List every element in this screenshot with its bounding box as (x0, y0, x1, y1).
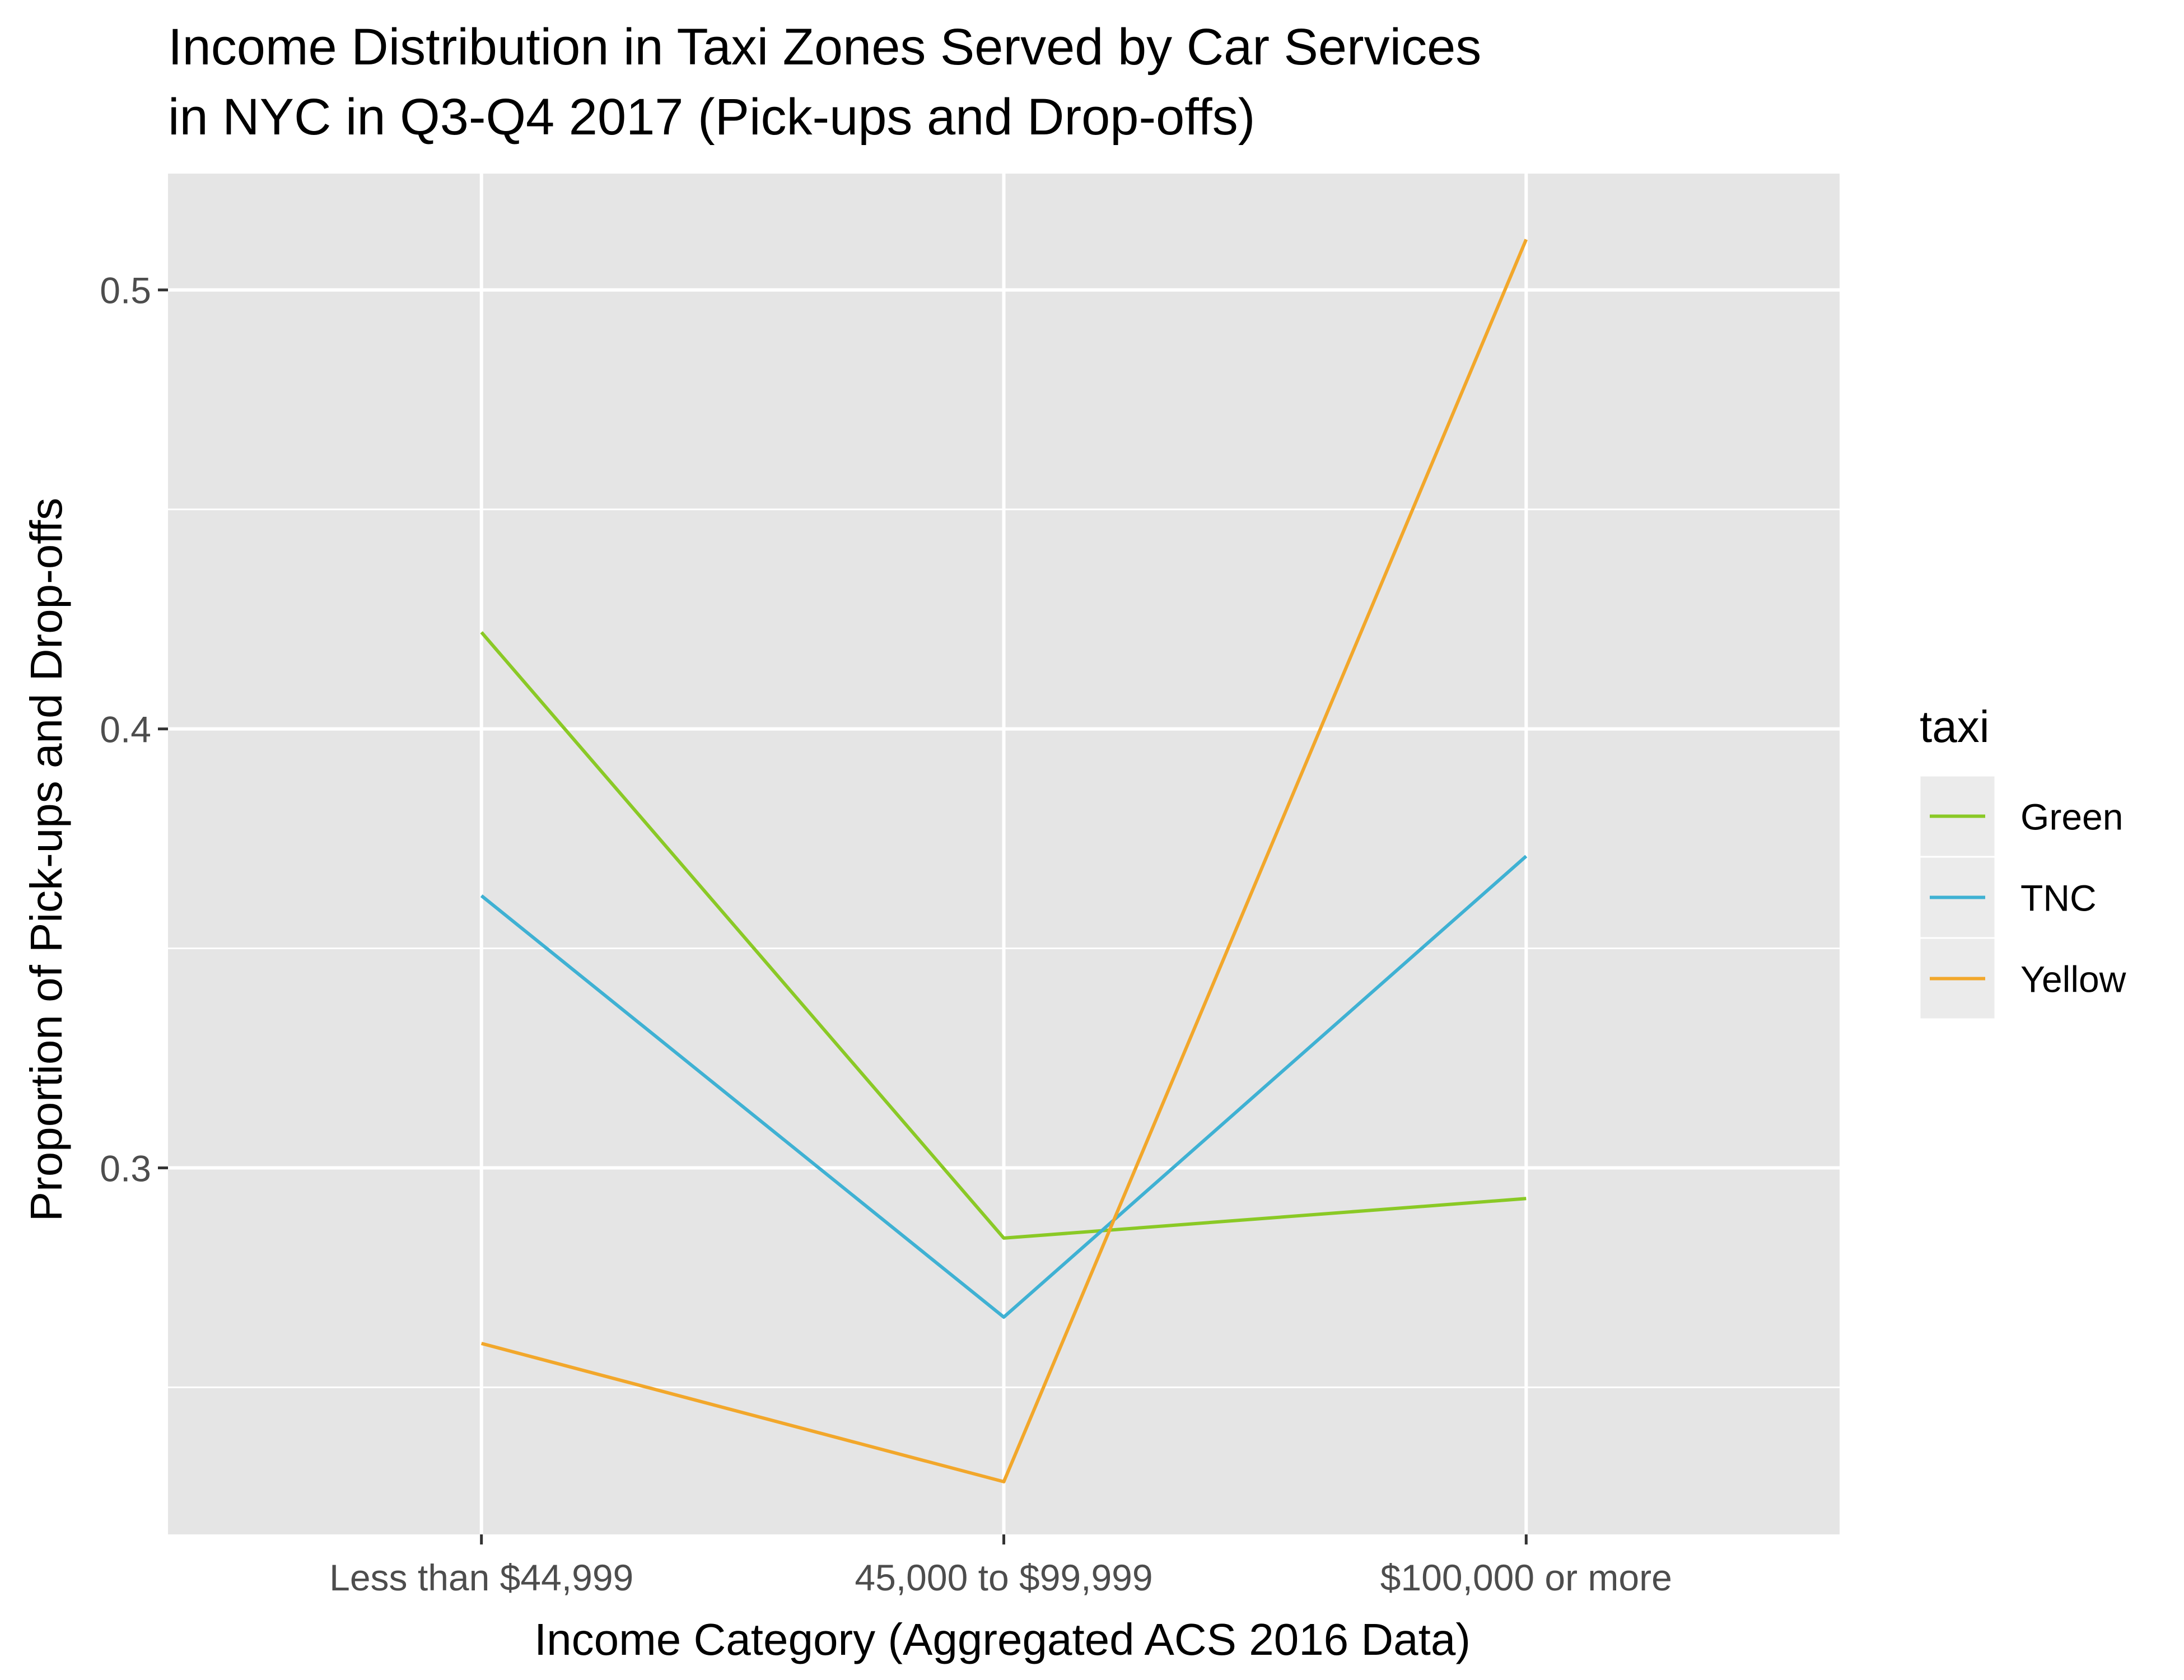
series-lines (480, 239, 1528, 1483)
legend-title: taxi (1920, 702, 1990, 752)
series-line-tnc (480, 855, 1528, 1319)
x-tick-label: Less than $44,999 (329, 1557, 633, 1598)
axes: 0.3 0.4 0.5 Less than $44,999 45,000 to $99,… (100, 270, 1672, 1598)
y-axis-title: Proportion of Pick-ups and Drop-offs (21, 498, 71, 1222)
legend-label: Green (2020, 796, 2123, 838)
chart-title: Income Distribution in Taxi Zones Served… (168, 18, 1481, 76)
y-tick-label: 0.5 (100, 270, 151, 311)
legend-label: Yellow (2020, 959, 2126, 1000)
y-tick-label: 0.4 (100, 709, 151, 750)
y-tick-label: 0.3 (100, 1147, 151, 1189)
series-line-yellow (480, 239, 1528, 1483)
chart-subtitle: in NYC in Q3-Q4 2017 (Pick-ups and Drop-… (168, 88, 1255, 146)
x-axis-title: Income Category (Aggregated ACS 2016 Dat… (534, 1614, 1471, 1664)
x-tick-label: $100,000 or more (1380, 1557, 1672, 1598)
x-tick-label: 45,000 to $99,999 (855, 1557, 1152, 1598)
series-line-green (480, 631, 1527, 1240)
gridlines (168, 174, 1840, 1534)
legend: taxi Green TNC Yellow (1919, 702, 2126, 1020)
legend-label: TNC (2020, 878, 2097, 919)
